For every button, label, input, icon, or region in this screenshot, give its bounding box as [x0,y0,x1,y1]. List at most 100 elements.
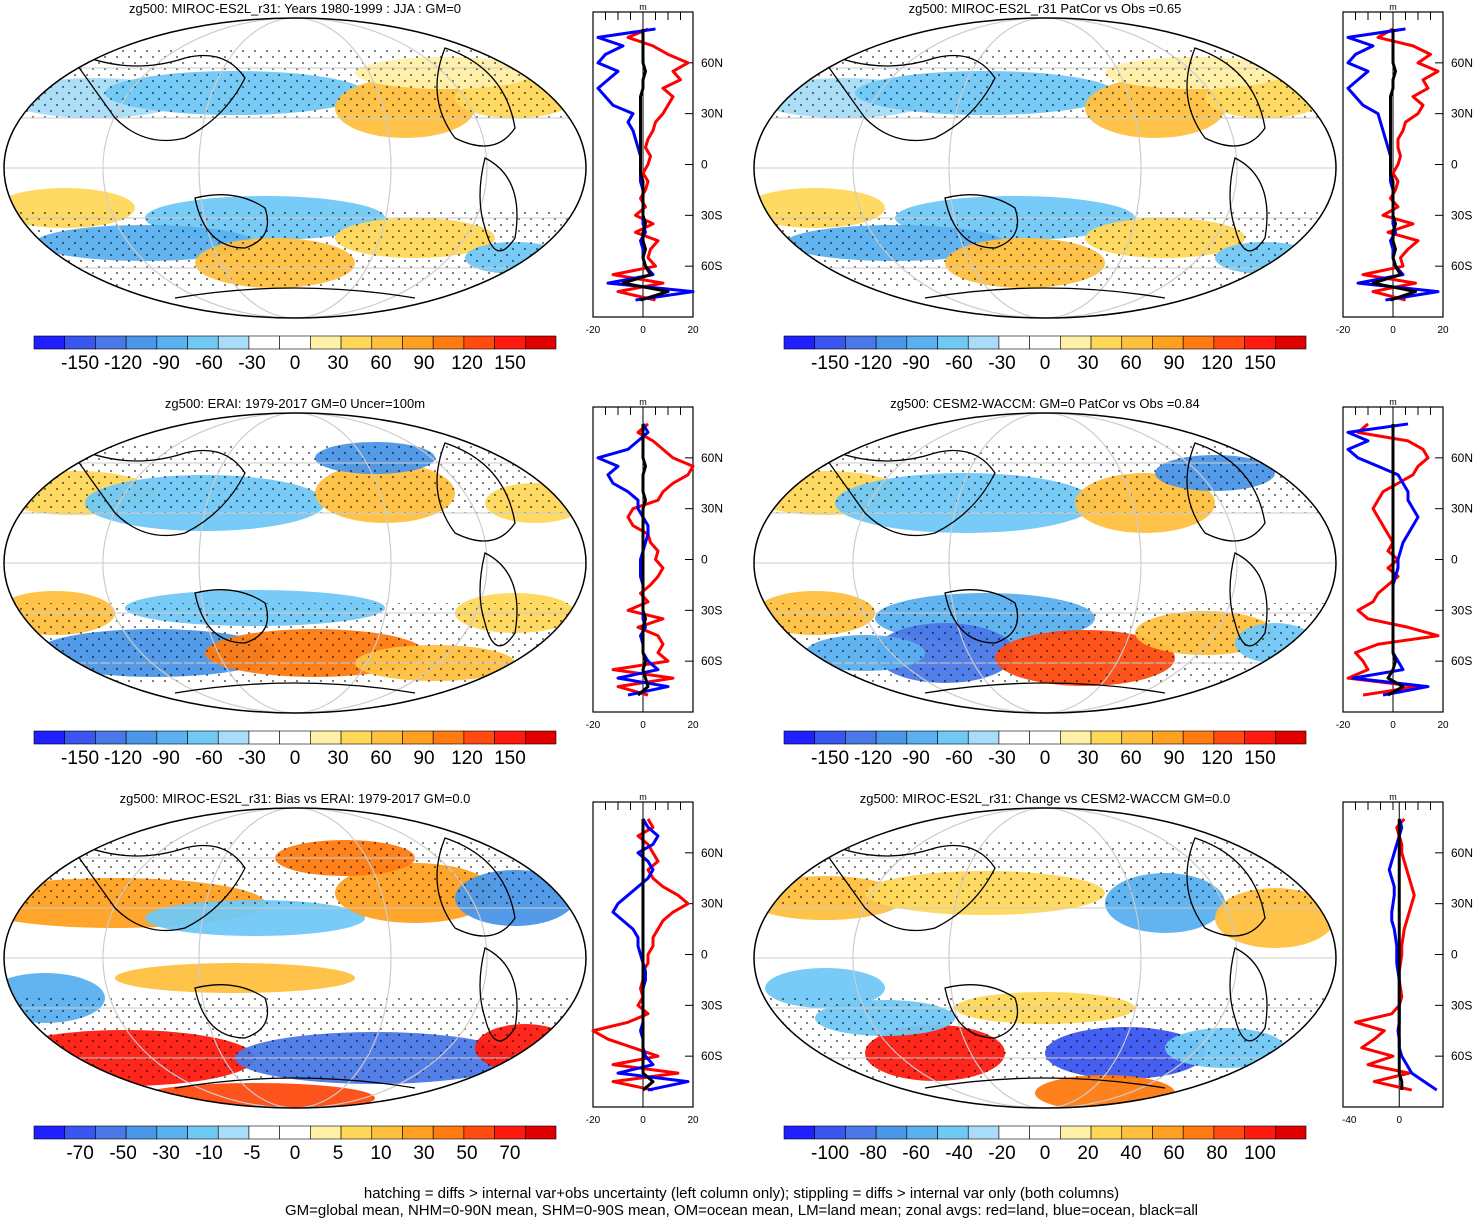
colorbar-swatch [217,1125,250,1140]
map-outline [753,807,1337,1109]
colorbar-swatch [1182,335,1215,350]
colorbar-tick-label: -30 [238,353,265,374]
zonal-land-line [611,27,690,302]
zonal-land-line [591,818,690,1092]
zonal-x-tick-label: 0 [1390,325,1396,336]
colorbar-tick-label: -30 [238,748,265,769]
stipple-band [4,603,586,683]
graticule-lon [852,18,1238,318]
coastline [194,589,269,644]
map-outline [3,807,587,1109]
stipple-band [754,998,1336,1078]
colorbar-tick-label: 40 [1120,1143,1141,1164]
colorbar-swatch [1060,335,1092,350]
colorbar-swatch [432,730,465,745]
map-outline [753,412,1337,714]
colorbar-swatch [1244,1125,1276,1140]
map-field [754,18,1336,318]
colorbar-tick-label: 80 [1206,1143,1227,1164]
colorbar-swatch [64,730,96,745]
footer-line-2: GM=global mean, NHM=0-90N mean, SHM=0-90… [284,1202,1198,1219]
colorbar-swatch [1274,730,1307,745]
lat-label: 30N [701,502,723,516]
zonal-land-line [611,422,695,697]
zonal-x-tick-label: 0 [1390,720,1396,731]
panel-title: zg500: MIROC-ES2L_r31: Bias vs ERAI: 197… [120,791,471,806]
colorbar-swatch [156,1125,188,1140]
colorbar-tick-label: 50 [456,1143,477,1164]
footer-line-1: hatching = diffs > internal var+obs unce… [363,1185,1120,1202]
colorbar-swatch [187,1125,219,1140]
graticule-lon [948,413,1142,713]
colorbar-tick-label: -90 [152,748,179,769]
colorbar-swatch [1029,730,1061,745]
zonal-x-tick-label: -40 [1342,1115,1357,1126]
zonal-x-tick-label: -20 [586,720,601,731]
colorbar-swatch [463,730,495,745]
colorbar-swatch [217,335,250,350]
colorbar-swatch [1213,730,1245,745]
colorbar-swatch [1274,335,1307,350]
colorbar-swatch [814,730,846,745]
colorbar-swatch [1090,335,1123,350]
coastline [64,47,246,142]
colorbar-tick-label: -60 [195,353,222,374]
colorbar-tick-label: 150 [494,748,526,769]
colorbar-swatch [906,335,938,350]
colorbar-swatch [33,730,66,745]
colorbar-swatch [814,1125,846,1140]
colorbar-swatch [845,335,877,350]
map-outline [753,17,1337,319]
lat-label: 60N [701,846,723,860]
coastline [1186,837,1266,937]
colorbar-tick-label: 90 [413,353,434,374]
zonal-land-line [1361,27,1440,302]
colorbar-tick-label: 120 [1201,748,1233,769]
colorbar-swatch [783,1125,816,1140]
lat-label: 30N [701,897,723,911]
graticule-lon [852,808,1238,1108]
colorbar-tick-label: -60 [945,748,972,769]
colorbar-swatch [310,1125,342,1140]
lat-label: 60N [701,451,723,465]
colorbar-tick-label: 60 [370,748,391,769]
map-field [4,18,586,318]
colorbar-swatch [494,1125,526,1140]
lat-label: 0 [1451,553,1458,567]
coastline [436,47,516,147]
colorbar-swatch [463,335,495,350]
zonal-unit-label: m [639,792,647,802]
colorbar-swatch [524,335,557,350]
zonal-mean-plot: m 60N 30N 0 30S 60S -20 0 20 [586,2,723,336]
colorbar-swatch [1121,335,1153,350]
colorbar-swatch [402,730,434,745]
colorbar-swatch [248,1125,280,1140]
colorbar-swatch [1274,1125,1307,1140]
colorbar-swatch [402,1125,434,1140]
colorbar: -150 -120 -90 -60 -30 0 30 60 90 120 150 [783,335,1307,374]
stipple-band [4,998,586,1078]
zonal-x-tick-label: 20 [687,1115,699,1126]
colorbar-tick-label: -100 [811,1143,849,1164]
panel-title: zg500: MIROC-ES2L_r31 PatCor vs Obs =0.6… [909,1,1182,16]
graticule-lon [948,808,1142,1108]
coastline [64,442,246,537]
zonal-unit-label: m [639,397,647,407]
stipple-band [4,838,586,908]
colorbar-tick-label: -150 [61,748,99,769]
colorbar-swatch [524,1125,557,1140]
colorbar-tick-label: -120 [104,353,142,374]
colorbar-swatch [33,335,66,350]
coastline [194,984,269,1039]
colorbar-swatch [783,730,816,745]
coastline [479,157,518,252]
colorbar: -100 -80 -60 -40 -20 0 20 40 60 80 100 [783,1125,1307,1164]
zonal-all-line [637,423,650,697]
colorbar-swatch [187,730,219,745]
colorbar-tick-label: -60 [195,748,222,769]
colorbar-swatch [310,335,342,350]
zonal-all-line [1386,423,1405,697]
colorbar-tick-label: -120 [854,748,892,769]
stipple-band [754,208,1336,288]
graticule-lon [198,413,392,713]
